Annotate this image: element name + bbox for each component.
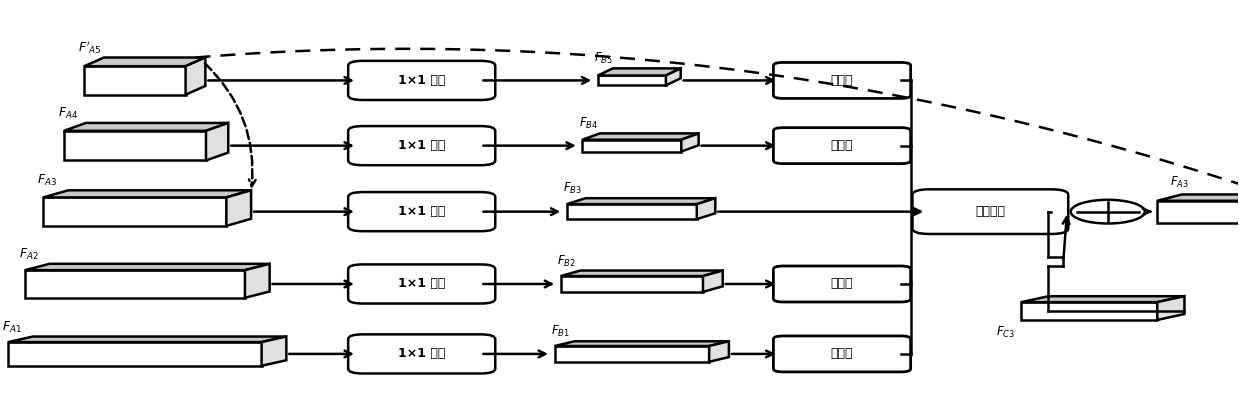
FancyBboxPatch shape [773, 62, 911, 98]
Text: $F_{A3}$: $F_{A3}$ [1170, 175, 1188, 190]
Polygon shape [43, 197, 227, 226]
Text: 1×1 卷积: 1×1 卷积 [398, 347, 445, 361]
Text: $F'_{A5}$: $F'_{A5}$ [78, 39, 102, 56]
Polygon shape [567, 204, 696, 219]
Polygon shape [1157, 201, 1239, 222]
Text: 1×1 卷积: 1×1 卷积 [398, 205, 445, 218]
FancyBboxPatch shape [773, 336, 911, 372]
Text: $F_{A2}$: $F_{A2}$ [19, 247, 38, 262]
Polygon shape [227, 190, 252, 226]
Text: $F_{A4}$: $F_{A4}$ [58, 106, 78, 121]
Text: 通道拼接: 通道拼接 [975, 205, 1005, 218]
Text: $F_{B1}$: $F_{B1}$ [551, 324, 570, 339]
Text: $F_{A1}$: $F_{A1}$ [2, 320, 22, 335]
Text: 下采样: 下采样 [831, 277, 854, 291]
Polygon shape [261, 337, 286, 366]
Polygon shape [598, 68, 680, 76]
Polygon shape [206, 123, 228, 160]
Text: 上采样: 上采样 [831, 139, 854, 152]
Polygon shape [84, 57, 206, 66]
Polygon shape [582, 133, 699, 140]
Polygon shape [582, 140, 681, 152]
Text: 上采样: 上采样 [831, 74, 854, 87]
Polygon shape [696, 198, 715, 219]
Text: $F_{B5}$: $F_{B5}$ [595, 51, 613, 66]
Polygon shape [245, 264, 270, 298]
Polygon shape [25, 270, 245, 298]
FancyBboxPatch shape [773, 128, 911, 164]
Text: 1×1 卷积: 1×1 卷积 [398, 139, 445, 152]
FancyBboxPatch shape [912, 189, 1068, 234]
Text: $F_{A3}$: $F_{A3}$ [37, 173, 57, 188]
Polygon shape [703, 271, 722, 292]
Polygon shape [9, 337, 286, 342]
Polygon shape [1157, 195, 1239, 201]
Polygon shape [598, 76, 665, 86]
Text: 1×1 卷积: 1×1 卷积 [398, 277, 445, 291]
FancyBboxPatch shape [348, 192, 496, 231]
Polygon shape [84, 66, 186, 95]
Circle shape [1070, 200, 1145, 224]
Polygon shape [1021, 296, 1184, 302]
Text: $F_{C3}$: $F_{C3}$ [996, 325, 1015, 340]
Polygon shape [681, 133, 699, 152]
Polygon shape [1021, 302, 1157, 320]
FancyBboxPatch shape [348, 61, 496, 100]
Polygon shape [561, 271, 722, 276]
FancyBboxPatch shape [348, 264, 496, 304]
Polygon shape [64, 123, 228, 131]
Text: $F_{B4}$: $F_{B4}$ [579, 116, 598, 131]
Polygon shape [1157, 296, 1184, 320]
Polygon shape [43, 190, 252, 197]
Polygon shape [64, 131, 206, 160]
Polygon shape [555, 341, 729, 346]
Text: 1×1 卷积: 1×1 卷积 [398, 74, 445, 87]
Polygon shape [25, 264, 270, 270]
Polygon shape [9, 342, 261, 366]
Text: $F_{B2}$: $F_{B2}$ [558, 254, 576, 269]
FancyBboxPatch shape [348, 334, 496, 373]
Polygon shape [709, 341, 729, 362]
Polygon shape [665, 68, 680, 86]
FancyBboxPatch shape [773, 266, 911, 302]
Polygon shape [567, 198, 715, 204]
Polygon shape [186, 57, 206, 95]
Polygon shape [561, 276, 703, 292]
Text: $F_{B3}$: $F_{B3}$ [564, 181, 582, 196]
FancyBboxPatch shape [348, 126, 496, 165]
Polygon shape [555, 346, 709, 362]
Text: 下采样: 下采样 [831, 347, 854, 361]
